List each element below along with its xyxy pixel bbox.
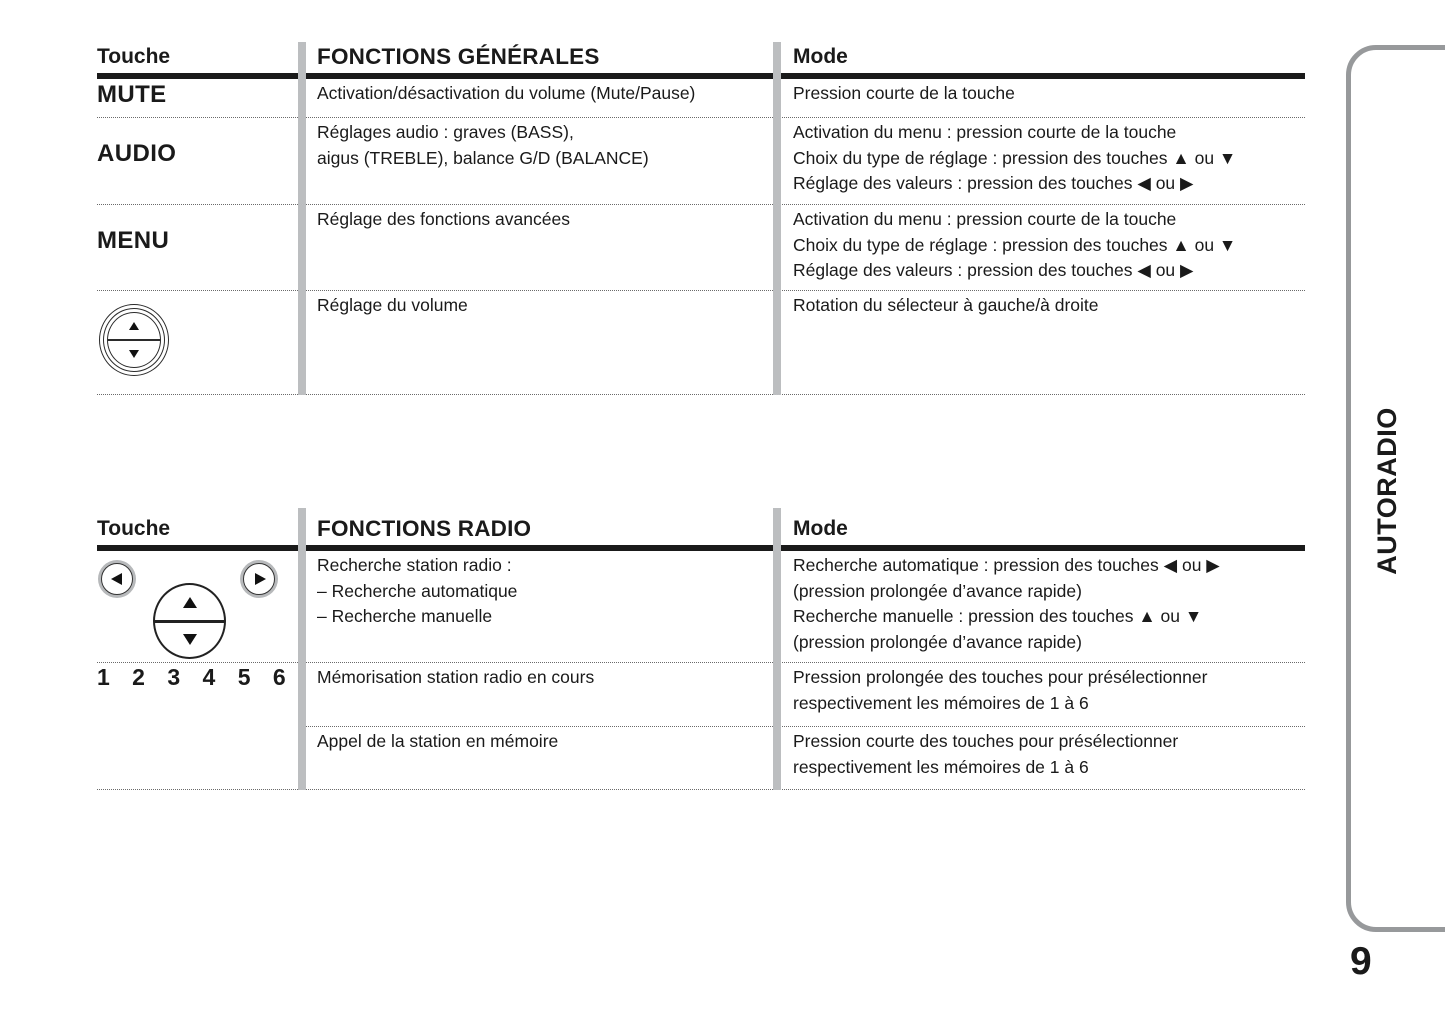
down-triangle-icon: [129, 350, 139, 358]
function-line: Recherche station radio :: [317, 555, 512, 575]
menu-key-label: MENU: [97, 227, 170, 254]
function-line: Mémorisation station radio en cours: [317, 667, 595, 687]
knob-face: [107, 312, 161, 368]
function-line: – Recherche automatique: [317, 580, 518, 601]
mute-function-cell: Activation/désactivation du volume (Mute…: [298, 79, 773, 118]
mode-line: Rotation du sélecteur à gauche/à droite: [793, 295, 1099, 315]
mode-line: respectivement les mémoires de 1 à 6: [793, 756, 1089, 777]
function-line: – Recherche manuelle: [317, 606, 493, 626]
col-header-touche: Touche: [97, 42, 298, 79]
table-row: MUTE: [97, 79, 298, 118]
mode-line: Choix du type de réglage : pression des …: [793, 147, 1237, 168]
mode-line: respectivement les mémoires de 1 à 6: [793, 692, 1089, 713]
appel-mode-cell: Pression courte des touches pour préséle…: [773, 727, 1305, 790]
volume-mode-cell: Rotation du sélecteur à gauche/à droite: [773, 291, 1305, 395]
function-line: aigus (TREBLE), balance G/D (BALANCE): [317, 147, 649, 168]
radio-keys-icon-group: [97, 553, 298, 662]
audio-mode-cell: Activation du menu : pression courte de …: [773, 118, 1305, 205]
mode-line: Pression courte de la touche: [793, 83, 1015, 103]
right-triangle-icon: [254, 573, 266, 585]
knob-middle-ring: [103, 308, 165, 372]
page-number: 9: [1350, 940, 1372, 983]
audio-key-label: AUDIO: [97, 140, 177, 167]
table-row: [97, 551, 298, 663]
fonctions-generales-table: Touche FONCTIONS GÉNÉRALES Mode MUTE Act…: [97, 42, 1305, 395]
column-separator-bar: [298, 508, 306, 790]
memorisation-function-cell: Mémorisation station radio en cours: [298, 663, 773, 727]
column-separator-bar: [773, 508, 781, 790]
function-line: Réglage des fonctions avancées: [317, 209, 570, 229]
mode-line: Activation du menu : pression courte de …: [793, 122, 1177, 142]
knob-outer-ring: [99, 304, 169, 376]
fonctions-radio-table: Touche FONCTIONS RADIO Mode: [97, 508, 1305, 790]
function-line: Activation/désactivation du volume (Mute…: [317, 83, 696, 103]
appel-function-cell: Appel de la station en mémoire: [298, 727, 773, 790]
col-header-fonctions-radio: FONCTIONS RADIO: [298, 508, 773, 551]
table-row: 1 2 3 4 5 6: [97, 663, 298, 790]
seek-right-button-icon: [240, 560, 278, 598]
col-header-mode: Mode: [773, 42, 1305, 79]
audio-function-cell: Réglages audio : graves (BASS), aigus (T…: [298, 118, 773, 205]
mode-line: (pression prolongée d’avance rapide): [793, 580, 1082, 601]
mode-line: Choix du type de réglage : pression des …: [793, 234, 1237, 255]
recherche-function-cell: Recherche station radio : – Recherche au…: [298, 551, 773, 663]
function-line: Réglages audio : graves (BASS),: [317, 122, 574, 142]
preset-keys-label: 1 2 3 4 5 6: [97, 664, 294, 690]
mode-line: (pression prolongée d’avance rapide): [793, 631, 1082, 652]
mute-key-label: MUTE: [97, 81, 167, 108]
function-line: Réglage du volume: [317, 295, 468, 315]
col-header-fonctions-generales: FONCTIONS GÉNÉRALES: [298, 42, 773, 79]
tune-up-down-knob-icon: [153, 583, 226, 659]
volume-function-cell: Réglage du volume: [298, 291, 773, 395]
menu-function-cell: Réglage des fonctions avancées: [298, 205, 773, 291]
mute-mode-cell: Pression courte de la touche: [773, 79, 1305, 118]
col-header-touche: Touche: [97, 508, 298, 551]
mode-line: Recherche manuelle : pression des touche…: [793, 606, 1203, 626]
mode-line: Réglage des valeurs : pression des touch…: [793, 173, 1194, 193]
menu-mode-cell: Activation du menu : pression courte de …: [773, 205, 1305, 291]
down-triangle-icon: [182, 634, 197, 645]
table-row: MENU: [97, 205, 298, 291]
seek-right-face: [243, 563, 275, 595]
up-triangle-icon: [129, 322, 139, 330]
knob-divider-line: [155, 619, 224, 623]
left-triangle-icon: [110, 573, 122, 585]
up-triangle-icon: [182, 597, 197, 608]
column-separator-bar: [773, 42, 781, 395]
seek-left-button-icon: [98, 560, 136, 598]
column-separator-bar: [298, 42, 306, 395]
seek-left-face: [101, 563, 133, 595]
knob-divider-line: [108, 339, 160, 341]
mode-line: Activation du menu : pression courte de …: [793, 209, 1177, 229]
chapter-side-tab: [1346, 45, 1445, 932]
mode-line: Réglage des valeurs : pression des touch…: [793, 260, 1194, 280]
col-header-mode: Mode: [773, 508, 1305, 551]
table-row: [97, 291, 298, 395]
mode-line: Recherche automatique : pression des tou…: [793, 555, 1220, 575]
volume-knob-icon: [99, 304, 169, 376]
table-row: AUDIO: [97, 118, 298, 205]
memorisation-mode-cell: Pression prolongée des touches pour prés…: [773, 663, 1305, 727]
recherche-mode-cell: Recherche automatique : pression des tou…: [773, 551, 1305, 663]
chapter-tab-label: AUTORADIO: [1372, 407, 1402, 575]
mode-line: Pression courte des touches pour préséle…: [793, 731, 1179, 751]
mode-line: Pression prolongée des touches pour prés…: [793, 667, 1208, 687]
function-line: Appel de la station en mémoire: [317, 731, 559, 751]
